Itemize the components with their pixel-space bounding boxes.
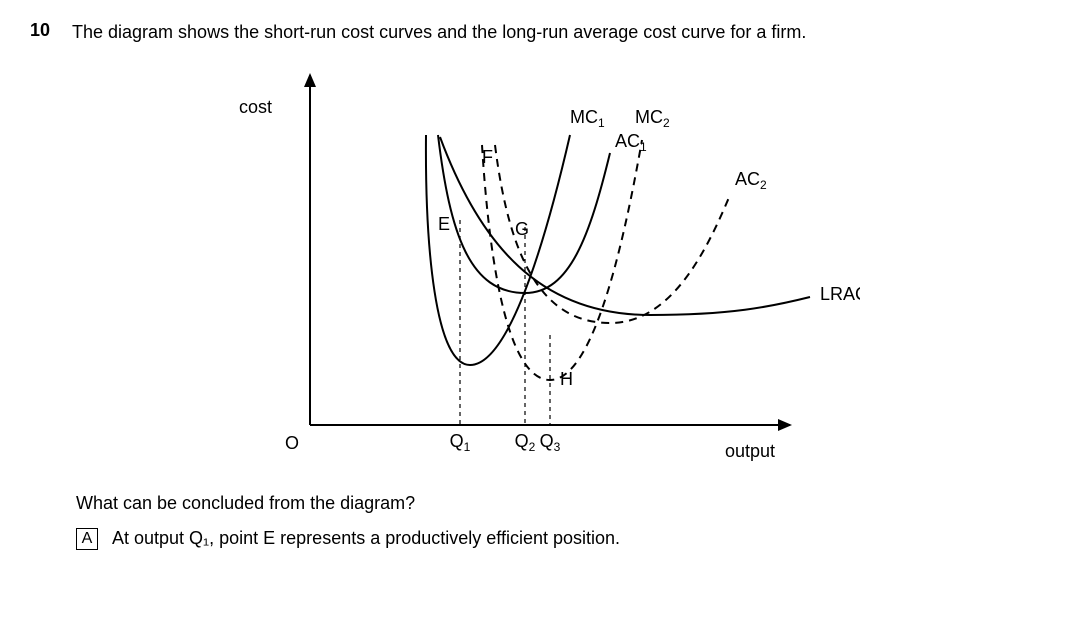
curve-AC2 — [495, 145, 730, 323]
question-text: The diagram shows the short-run cost cur… — [72, 20, 1050, 45]
point-label-F: F — [482, 147, 493, 167]
y-axis-label: cost — [239, 97, 272, 117]
curve-label-LRAC: LRAC — [820, 284, 860, 304]
x-tick-Q1: Q1 — [450, 431, 471, 454]
x-tick-Q3: Q3 — [540, 431, 561, 454]
curve-MC1 — [426, 135, 570, 365]
question-row: 10 The diagram shows the short-run cost … — [30, 20, 1050, 45]
curve-label-MC2: MC2 — [635, 107, 670, 130]
point-label-E: E — [438, 214, 450, 234]
curve-AC1 — [438, 135, 610, 293]
question-number: 10 — [30, 20, 58, 45]
option-letter: A — [76, 528, 98, 550]
cost-curves-diagram: costOoutputMC1AC1MC2AC2LRACFEGHQ1Q2Q3 — [220, 55, 860, 475]
x-axis-label: output — [725, 441, 775, 461]
curve-MC2 — [482, 140, 642, 380]
option-row-a: A At output Q₁, point E represents a pro… — [76, 528, 1050, 550]
x-tick-Q2: Q2 — [515, 431, 536, 454]
option-text: At output Q₁, point E represents a produ… — [112, 528, 1050, 550]
curve-label-AC2: AC2 — [735, 169, 767, 192]
origin-label: O — [285, 433, 299, 453]
point-label-H: H — [560, 369, 573, 389]
diagram-container: costOoutputMC1AC1MC2AC2LRACFEGHQ1Q2Q3 — [30, 55, 1050, 475]
point-label-G: G — [515, 219, 529, 239]
follow-up-text: What can be concluded from the diagram? — [76, 493, 1050, 514]
curve-label-MC1: MC1 — [570, 107, 605, 130]
